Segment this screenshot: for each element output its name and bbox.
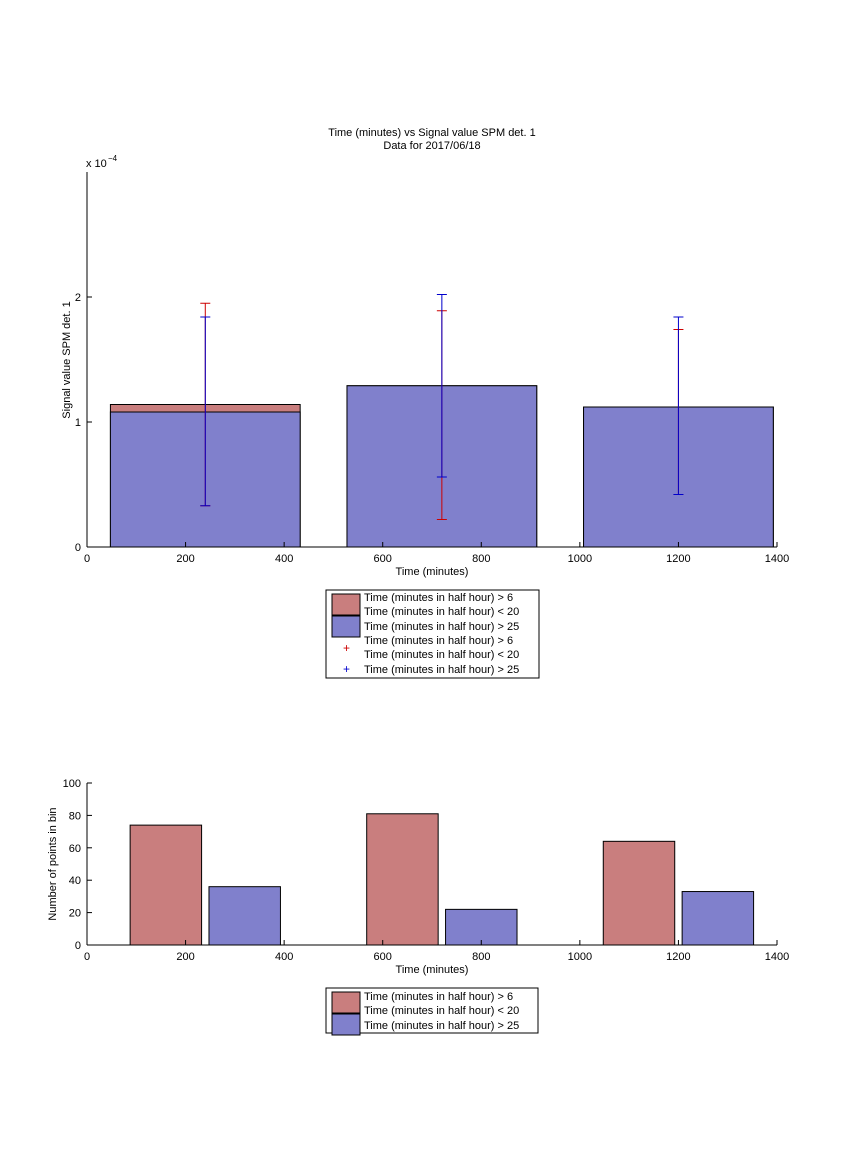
x-tick-label: 1400 [765, 951, 789, 963]
count-bar [366, 813, 439, 946]
x-tick-label: 800 [472, 553, 490, 565]
x-tick-label: 800 [472, 951, 490, 963]
count-bar [602, 840, 676, 946]
count-axes: 0 200 400 600 800 1000 1200 1400 0 20 40 60 80 100 [63, 778, 790, 963]
x-tick-label: 1400 [765, 553, 789, 565]
legend-swatch-red [331, 991, 361, 1014]
y-tick-label: 80 [69, 810, 81, 822]
legend: Time (minutes in half hour) > 6 Time (mi… [325, 987, 539, 1036]
legend: Time (minutes in half hour) > 6 Time (mi… [325, 589, 540, 679]
legend-box [325, 589, 540, 679]
count-bar [208, 886, 281, 946]
x-tick-label: 1200 [666, 951, 690, 963]
x-tick-label: 600 [374, 553, 392, 565]
legend-label: Time (minutes in half hour) > 6 [364, 635, 513, 647]
y-axis-label: Number of points in bin [47, 807, 59, 920]
exponent-power: −4 [108, 154, 118, 163]
x-tick-label: 1000 [568, 553, 592, 565]
x-tick-label: 1000 [568, 951, 592, 963]
count-bars [129, 813, 755, 946]
x-tick-label: 400 [275, 951, 293, 963]
x-axis-label: Time (minutes) [396, 566, 469, 578]
count-bar [445, 908, 518, 946]
y-tick-label: 2 [75, 292, 81, 304]
y-tick-label: 100 [63, 778, 81, 790]
exponent-base: x 10 [86, 158, 107, 170]
x-tick-label: 0 [84, 553, 90, 565]
x-tick-label: 200 [176, 553, 194, 565]
x-axis-label: Time (minutes) [396, 964, 469, 976]
count-bar [129, 824, 203, 946]
legend-label: Time (minutes in half hour) < 20 [364, 1005, 519, 1017]
y-axis-label: Signal value SPM det. 1 [61, 301, 73, 418]
y-tick-label: 60 [69, 843, 81, 855]
chart-subtitle: Data for 2017/06/18 [383, 140, 480, 152]
legend-box [325, 987, 539, 1034]
x-tick-label: 0 [84, 951, 90, 963]
y-tick-label: 40 [69, 875, 81, 887]
x-tick-label: 600 [374, 951, 392, 963]
y-tick-label: 0 [75, 542, 81, 554]
legend-swatch-blue [331, 615, 361, 638]
count-bar [681, 891, 755, 946]
legend-swatch-red [331, 593, 361, 616]
x-tick-label: 400 [275, 553, 293, 565]
signal-axes: 0 200 400 600 800 1000 1200 1400 0 1 2 [75, 172, 789, 565]
x-tick-label: 1200 [666, 553, 690, 565]
y-tick-label: 1 [75, 417, 81, 429]
legend-label: Time (minutes in half hour) < 20 [364, 649, 519, 661]
y-tick-label: 20 [69, 908, 81, 920]
x-tick-label: 200 [176, 951, 194, 963]
legend-label: Time (minutes in half hour) > 25 [364, 621, 519, 633]
legend-label: Time (minutes in half hour) > 25 [364, 664, 519, 676]
legend-label: Time (minutes in half hour) > 6 [364, 991, 513, 1003]
chart-title: Time (minutes) vs Signal value SPM det. … [328, 127, 535, 139]
legend-label: Time (minutes in half hour) > 25 [364, 1020, 519, 1032]
signal-error-bars [200, 294, 684, 520]
legend-marker-blue: + [343, 662, 350, 676]
legend-marker-red: + [343, 641, 350, 655]
y-tick-label: 0 [75, 940, 81, 952]
count-chart: 0 200 400 600 800 1000 1200 1400 0 20 40 60 80 100 Ti… [47, 778, 790, 1036]
signal-chart: Time (minutes) vs Signal value SPM det. … [61, 127, 789, 679]
legend-label: Time (minutes in half hour) < 20 [364, 606, 519, 618]
legend-label: Time (minutes in half hour) > 6 [364, 592, 513, 604]
legend-swatch-blue [331, 1013, 361, 1036]
